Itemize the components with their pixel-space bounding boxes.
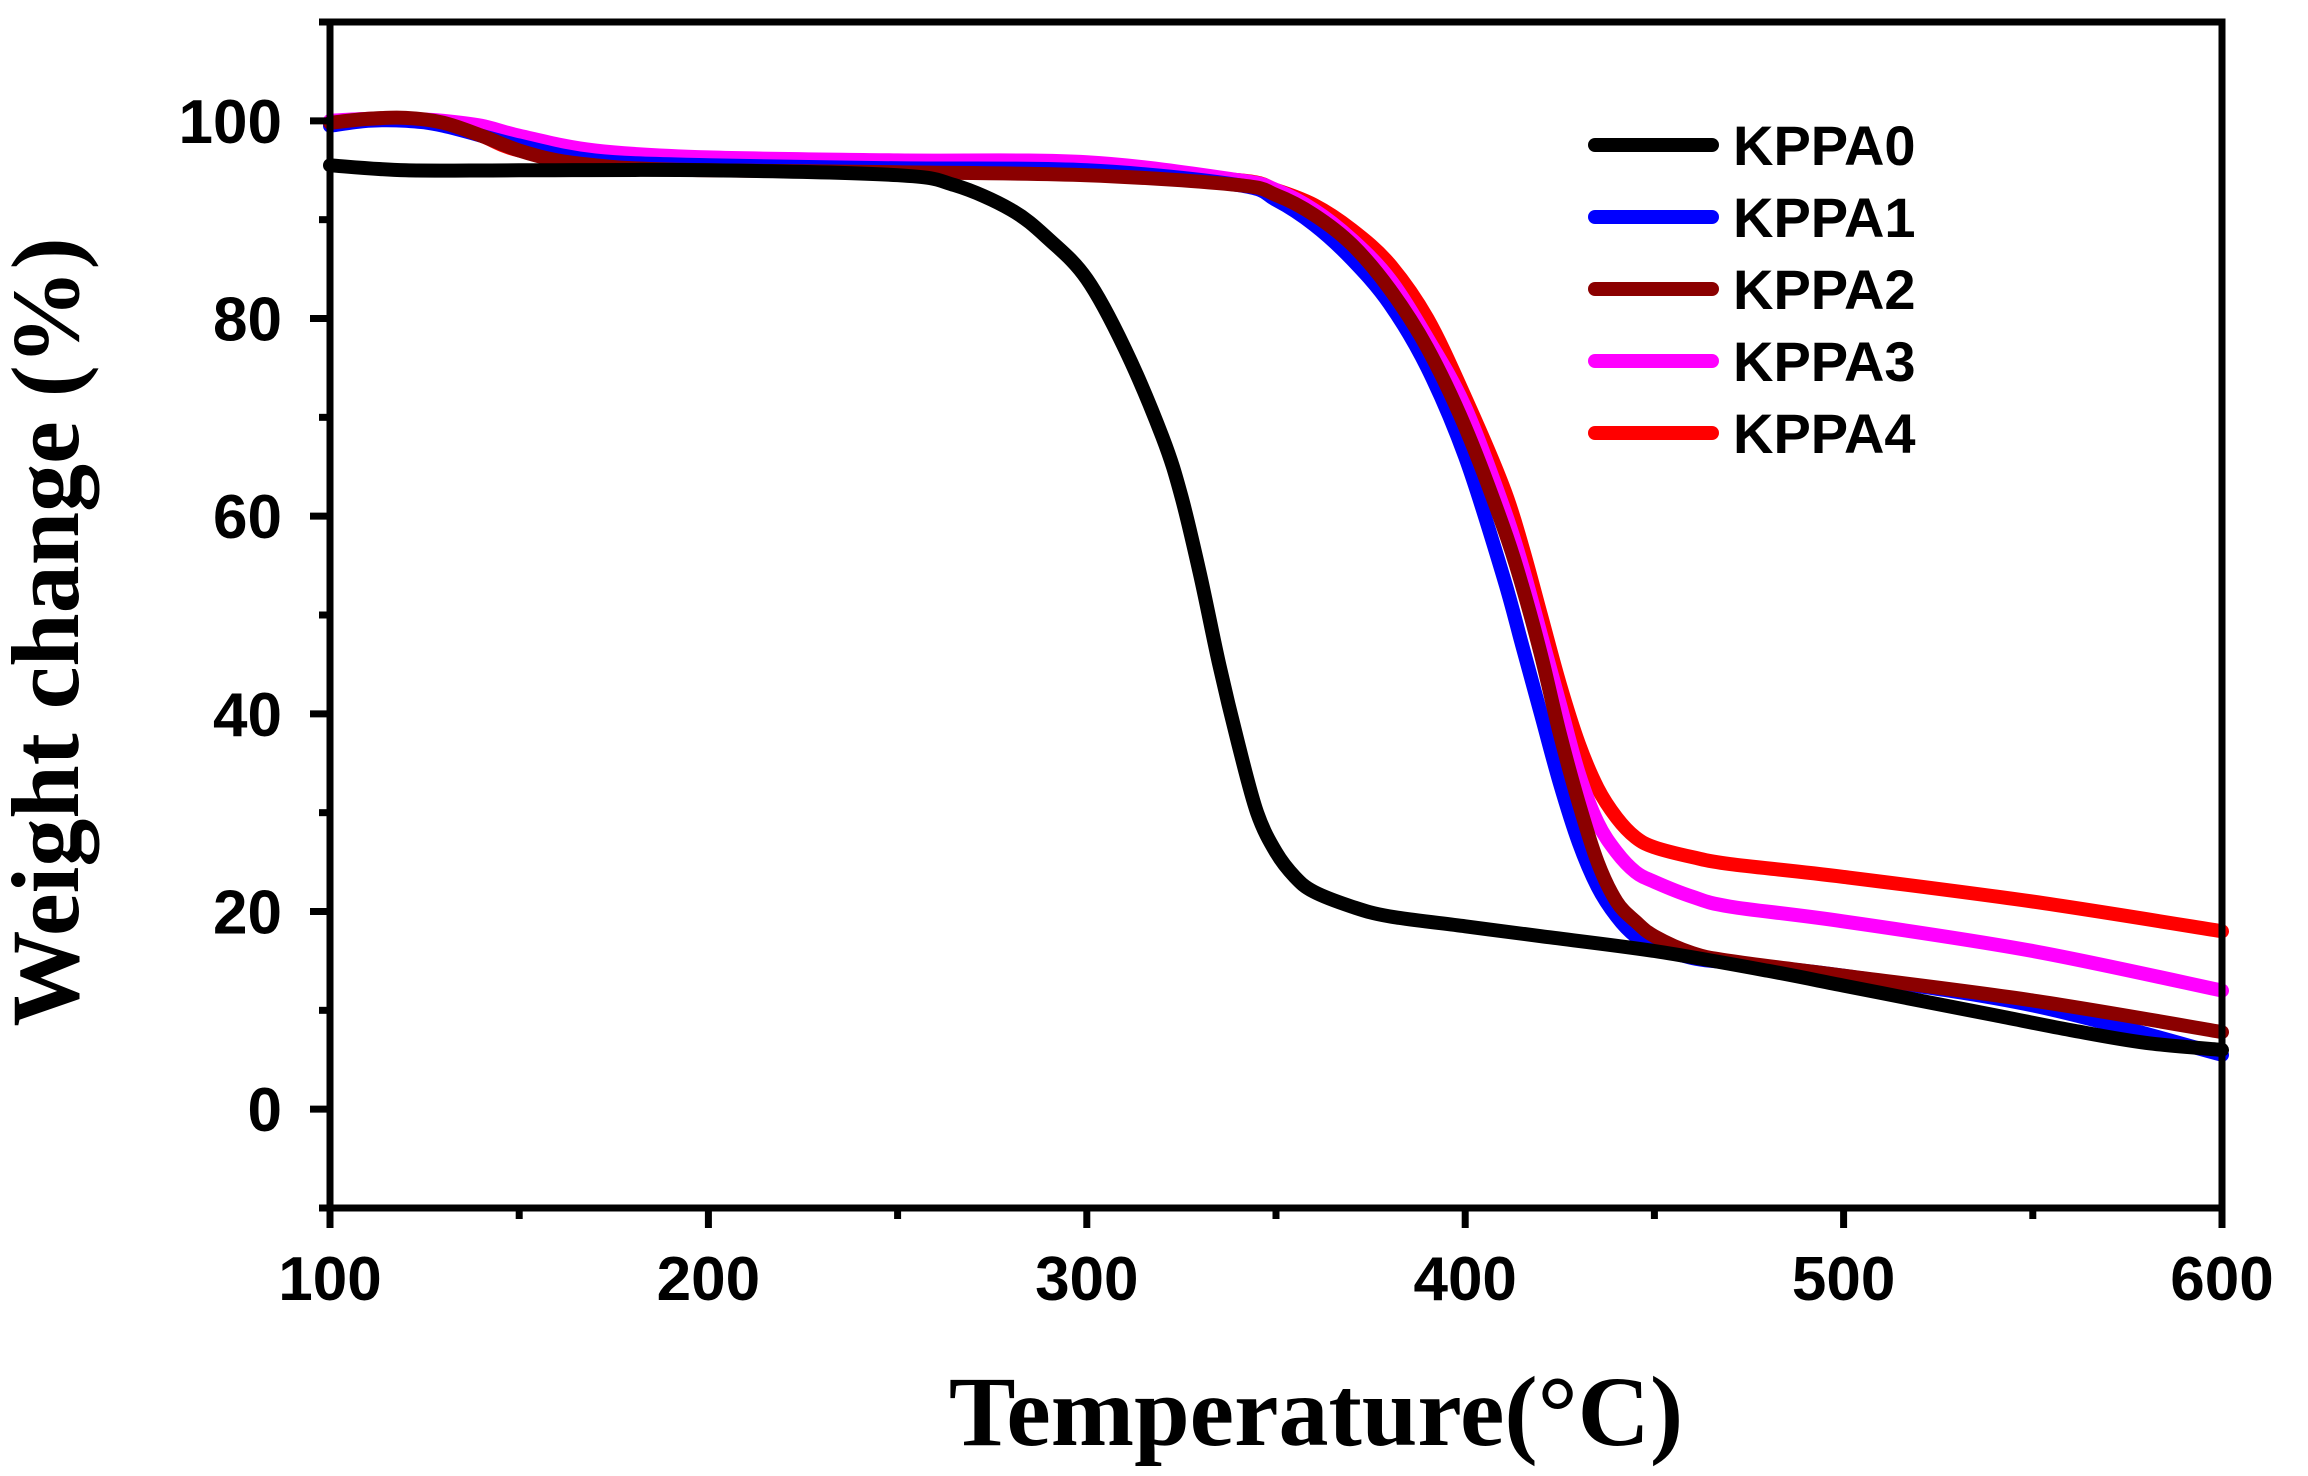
legend-label-kppa3: KPPA3 (1733, 330, 1916, 393)
y-tick-labels: 0 20 40 60 80 100 (179, 88, 282, 1145)
y-tick-label: 40 (213, 681, 282, 750)
x-tick-label: 300 (1035, 1245, 1138, 1314)
y-tick-label: 20 (213, 879, 282, 948)
x-tick-label: 400 (1413, 1245, 1516, 1314)
x-axis-title: Temperature(°C) (949, 1356, 1683, 1467)
tick-marks (310, 18, 2226, 1228)
x-tick-label: 200 (657, 1245, 760, 1314)
y-tick-label: 80 (213, 286, 282, 355)
series-line-kppa1 (323, 113, 2229, 1062)
x-tick-label: 100 (278, 1245, 381, 1314)
series-line-kppa0 (323, 158, 2229, 1057)
legend-label-kppa2: KPPA2 (1733, 258, 1916, 321)
x-tick-labels: 100 200 300 400 500 600 (278, 1245, 2273, 1314)
legend-label-kppa1: KPPA1 (1733, 186, 1916, 249)
y-tick-label: 60 (213, 483, 282, 552)
plot-lines (323, 110, 2229, 1062)
series-line-kppa4 (323, 111, 2229, 939)
x-tick-label: 600 (2170, 1245, 2273, 1314)
legend-label-kppa4: KPPA4 (1733, 402, 1916, 465)
y-tick-label: 0 (248, 1076, 282, 1145)
legend-label-kppa0: KPPA0 (1733, 114, 1916, 177)
legend: KPPA0 KPPA1 KPPA2 KPPA3 KPPA4 (1588, 114, 1916, 465)
x-tick-label: 500 (1792, 1245, 1895, 1314)
y-axis-title: Weight change (%) (0, 237, 99, 1026)
series-line-kppa2 (323, 110, 2229, 1040)
y-tick-label: 100 (179, 88, 282, 157)
